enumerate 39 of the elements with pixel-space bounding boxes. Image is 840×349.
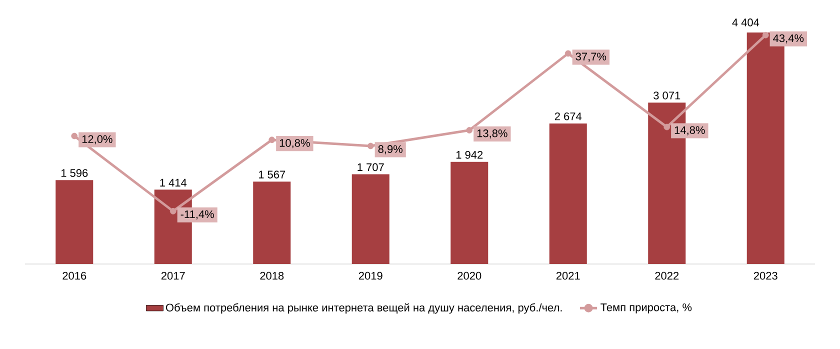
data-label: 1 414 bbox=[160, 178, 187, 186]
point bbox=[762, 32, 769, 38]
point bbox=[664, 124, 670, 130]
data-label: 14,8% bbox=[674, 126, 705, 136]
x-tick-label: 2016 bbox=[62, 272, 86, 280]
x-tick-label: 2021 bbox=[556, 272, 580, 280]
x-tick-label: 2022 bbox=[655, 272, 679, 280]
legend-label: Темп прироста, % bbox=[600, 303, 692, 314]
data-label: 12,0% bbox=[82, 135, 112, 144]
data-label: 8,9% bbox=[378, 145, 402, 154]
data-label: 4 404 bbox=[732, 18, 760, 26]
data-label: 10,8% bbox=[280, 139, 310, 148]
bar bbox=[352, 174, 390, 264]
x-tick-label: 2019 bbox=[358, 272, 382, 280]
data-label: 3 071 bbox=[654, 92, 680, 100]
x-tick-label: 2020 bbox=[458, 272, 482, 280]
point bbox=[268, 136, 276, 144]
data-label: 2 674 bbox=[554, 112, 582, 120]
data-label: 1 707 bbox=[358, 163, 384, 172]
data-label: -11,4% bbox=[180, 210, 214, 220]
point bbox=[367, 142, 374, 150]
data-label: 13,8% bbox=[477, 129, 508, 139]
data-label: 37,7% bbox=[576, 52, 606, 62]
x-tick-label: 2023 bbox=[754, 272, 778, 280]
x-tick-label: 2017 bbox=[161, 272, 185, 280]
data-label: 1 567 bbox=[258, 170, 286, 178]
data-label: 43,4% bbox=[773, 34, 804, 44]
point bbox=[466, 127, 473, 134]
bar bbox=[56, 180, 94, 264]
point bbox=[71, 132, 78, 140]
point bbox=[564, 50, 572, 57]
bar bbox=[549, 123, 587, 264]
data-label: 1 596 bbox=[61, 169, 88, 177]
point bbox=[170, 208, 176, 214]
x-tick-label: 2018 bbox=[260, 272, 284, 280]
bar bbox=[253, 182, 291, 264]
legend-label: Объем потребления на рынке интернета вещей на душу населения, руб./чел. bbox=[166, 303, 562, 314]
data-label: 1 942 bbox=[456, 150, 483, 159]
bar bbox=[450, 162, 488, 264]
